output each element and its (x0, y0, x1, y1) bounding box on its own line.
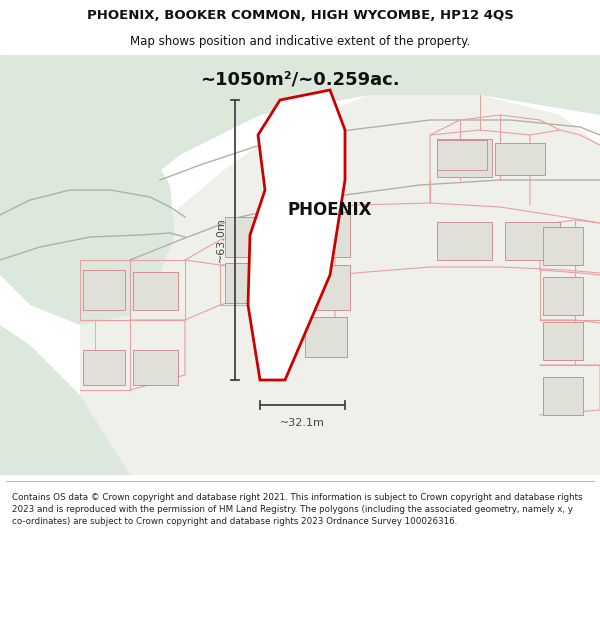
Polygon shape (225, 263, 290, 303)
Polygon shape (305, 317, 347, 357)
Text: ~32.1m: ~32.1m (280, 418, 325, 428)
Polygon shape (543, 227, 583, 265)
Polygon shape (437, 140, 487, 170)
Polygon shape (495, 143, 545, 175)
Text: ~1050m²/~0.259ac.: ~1050m²/~0.259ac. (200, 71, 400, 89)
Polygon shape (225, 217, 290, 257)
Polygon shape (437, 222, 492, 260)
Polygon shape (543, 322, 583, 360)
Polygon shape (83, 350, 125, 385)
Polygon shape (80, 95, 600, 475)
Polygon shape (505, 222, 560, 260)
Polygon shape (133, 272, 178, 310)
Text: ~63.0m: ~63.0m (216, 217, 226, 262)
Text: Contains OS data © Crown copyright and database right 2021. This information is : Contains OS data © Crown copyright and d… (12, 493, 583, 526)
Polygon shape (543, 277, 583, 315)
Text: PHOENIX, BOOKER COMMON, HIGH WYCOMBE, HP12 4QS: PHOENIX, BOOKER COMMON, HIGH WYCOMBE, HP… (86, 9, 514, 22)
Polygon shape (0, 325, 130, 475)
Polygon shape (0, 55, 175, 325)
Polygon shape (83, 270, 125, 310)
Text: Map shows position and indicative extent of the property.: Map shows position and indicative extent… (130, 35, 470, 48)
Polygon shape (0, 55, 600, 195)
Polygon shape (133, 350, 178, 385)
Polygon shape (248, 90, 345, 380)
Polygon shape (305, 265, 350, 310)
Polygon shape (305, 212, 350, 257)
Text: PHOENIX: PHOENIX (288, 201, 372, 219)
Polygon shape (437, 139, 492, 177)
Polygon shape (543, 377, 583, 415)
